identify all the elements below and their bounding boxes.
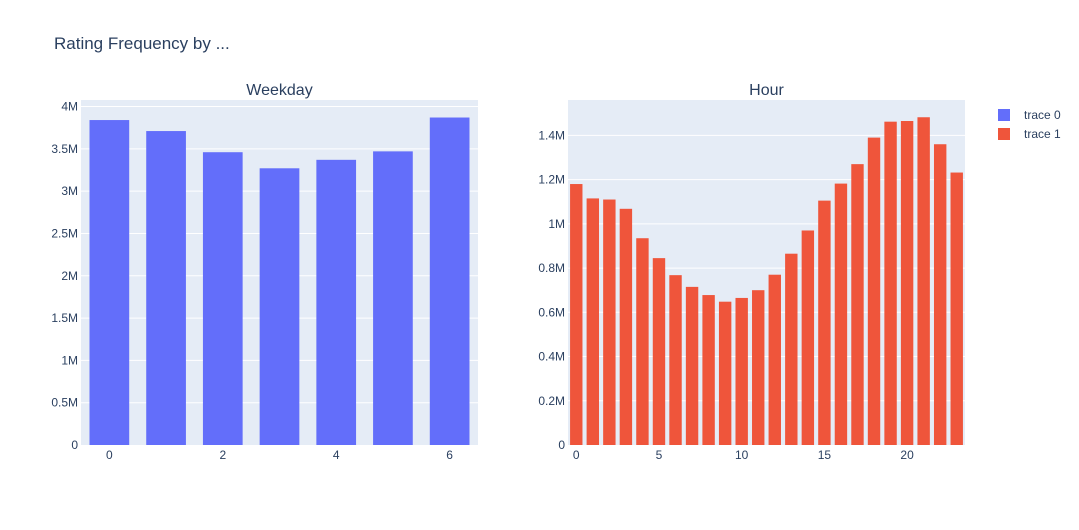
bar[interactable] xyxy=(785,253,798,445)
legend: trace 0 trace 1 xyxy=(998,108,1061,141)
x-tick-label: 5 xyxy=(656,448,663,462)
x-tick-label: 4 xyxy=(333,448,340,462)
bar[interactable] xyxy=(834,183,848,445)
y-tick-label: 2M xyxy=(61,269,78,283)
legend-label: trace 1 xyxy=(1024,127,1061,141)
y-tick-label: 1.5M xyxy=(51,311,78,325)
y-tick-label: 0.8M xyxy=(538,261,565,275)
legend-swatch xyxy=(998,109,1010,121)
bar[interactable] xyxy=(316,159,357,445)
bar[interactable] xyxy=(818,200,831,445)
bar[interactable] xyxy=(685,286,699,445)
subplot-2: 0 0.2M 0.4M 0.6M 0.8M 1M 1.2M 1.4M 0 5 10 15 20 Hour xyxy=(538,82,965,462)
bar[interactable] xyxy=(735,297,748,445)
legend-item[interactable]: trace 0 xyxy=(998,108,1061,122)
y-tick-label: 1M xyxy=(61,353,78,367)
y-tick-label: 0.2M xyxy=(538,394,565,408)
bar[interactable] xyxy=(652,258,666,445)
subplot-1: 0 0.5M 1M 1.5M 2M 2.5M 3M 3.5M 4M 0 2 4 6 Weekday xyxy=(51,82,478,462)
bar[interactable] xyxy=(801,230,815,445)
y-tick-label: 0 xyxy=(558,438,565,452)
bar[interactable] xyxy=(702,295,715,445)
y-tick-label: 1.2M xyxy=(538,173,565,187)
x-tick-label: 0 xyxy=(106,448,113,462)
bar[interactable] xyxy=(259,168,300,445)
bar[interactable] xyxy=(636,238,649,445)
x-tick-label: 2 xyxy=(219,448,226,462)
bar[interactable] xyxy=(768,274,781,445)
bar[interactable] xyxy=(570,184,583,446)
bar[interactable] xyxy=(89,120,130,446)
y-tick-label: 3M xyxy=(61,184,78,198)
bar[interactable] xyxy=(146,131,186,446)
legend-swatch xyxy=(998,128,1010,140)
bar[interactable] xyxy=(373,151,413,445)
y-tick-label: 0 xyxy=(71,438,78,452)
bar[interactable] xyxy=(867,137,881,445)
y-tick-label: 0.4M xyxy=(538,350,565,364)
legend-label: trace 0 xyxy=(1024,108,1061,122)
bar[interactable] xyxy=(603,199,616,445)
bar[interactable] xyxy=(718,301,732,445)
x-tick-label: 20 xyxy=(900,448,914,462)
y-tick-label: 0.5M xyxy=(51,396,78,410)
bar[interactable] xyxy=(851,164,864,445)
bar[interactable] xyxy=(752,290,765,445)
bar[interactable] xyxy=(933,144,947,445)
bar[interactable] xyxy=(619,208,633,445)
bar[interactable] xyxy=(202,152,243,445)
bar[interactable] xyxy=(669,275,682,445)
bar[interactable] xyxy=(917,117,930,445)
y-tick-label: 1.4M xyxy=(538,128,565,142)
bar[interactable] xyxy=(429,117,470,446)
bar[interactable] xyxy=(884,121,897,445)
y-tick-label: 4M xyxy=(61,100,78,114)
x-tick-label: 0 xyxy=(573,448,580,462)
bar[interactable] xyxy=(950,172,963,446)
chart-title: Rating Frequency by ... xyxy=(54,34,230,53)
y-tick-label: 0.6M xyxy=(538,305,565,319)
bar[interactable] xyxy=(586,198,600,445)
y-tick-label: 1M xyxy=(548,217,565,231)
subplot-title: Weekday xyxy=(246,82,312,99)
x-tick-label: 6 xyxy=(446,448,453,462)
bar[interactable] xyxy=(900,121,914,445)
y-tick-label: 2.5M xyxy=(51,226,78,240)
subplot-title: Hour xyxy=(749,82,784,99)
plot-area xyxy=(568,100,965,445)
legend-item[interactable]: trace 1 xyxy=(998,127,1061,141)
x-tick-label: 15 xyxy=(818,448,832,462)
y-tick-label: 3.5M xyxy=(51,142,78,156)
x-tick-label: 10 xyxy=(735,448,749,462)
